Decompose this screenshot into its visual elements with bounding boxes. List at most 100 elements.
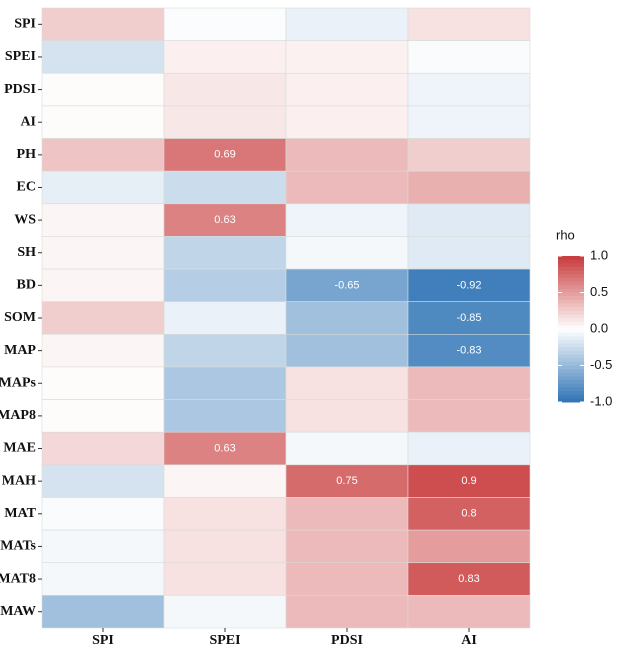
heat-cell bbox=[407, 399, 531, 433]
heat-cell bbox=[285, 203, 409, 237]
legend-title: rho bbox=[556, 227, 575, 242]
colorbar-tick-label: 1.0 bbox=[590, 247, 608, 262]
heat-cell bbox=[163, 268, 287, 302]
heat-cell bbox=[163, 7, 287, 41]
colorbar-segment bbox=[558, 336, 584, 341]
heat-cell bbox=[41, 268, 165, 302]
heat-cell bbox=[407, 268, 531, 302]
heat-cell bbox=[41, 72, 165, 107]
heat-cell bbox=[285, 105, 409, 139]
heat-cell bbox=[163, 105, 287, 139]
heat-cell bbox=[285, 529, 409, 564]
heat-cell bbox=[285, 40, 409, 74]
colorbar-segment bbox=[558, 288, 584, 293]
colorbar-segment bbox=[558, 292, 584, 297]
heat-cell bbox=[407, 72, 531, 107]
heat-cell bbox=[163, 595, 287, 629]
heat-cell bbox=[163, 366, 287, 400]
heat-cell bbox=[285, 268, 409, 302]
colorbar-segment bbox=[558, 303, 584, 308]
heat-cell bbox=[41, 595, 165, 629]
heat-cell bbox=[163, 203, 287, 237]
heat-cell bbox=[41, 464, 165, 498]
y-tick-label: MATs bbox=[0, 539, 36, 554]
heat-cell bbox=[285, 170, 409, 205]
colorbar-tick-label: -0.5 bbox=[590, 357, 612, 372]
x-tick-label: AI bbox=[461, 633, 477, 648]
y-tick-label: MAP8 bbox=[0, 408, 36, 423]
heat-cell bbox=[285, 399, 409, 433]
y-tick-label: PDSI bbox=[4, 82, 36, 97]
colorbar-tick-label: -1.0 bbox=[590, 393, 612, 408]
heat-cell bbox=[163, 562, 287, 596]
y-tick-label: MAE bbox=[3, 441, 36, 456]
heat-cell bbox=[407, 203, 531, 237]
heat-cell bbox=[285, 7, 409, 41]
y-tick-label: EC bbox=[17, 180, 36, 195]
y-tick-label: MAT bbox=[4, 506, 36, 521]
colorbar-segment bbox=[558, 347, 584, 352]
colorbar-segment bbox=[558, 277, 584, 283]
cell-label: -0.83 bbox=[456, 345, 481, 357]
heat-cell bbox=[285, 301, 409, 335]
heat-cell bbox=[41, 366, 165, 400]
heat-cell bbox=[407, 40, 531, 74]
heat-cell bbox=[41, 170, 165, 205]
heat-cell bbox=[285, 366, 409, 400]
colorbar-segment bbox=[558, 394, 584, 399]
heat-cell bbox=[41, 562, 165, 596]
colorbar-segment bbox=[558, 383, 584, 388]
heat-cell bbox=[407, 105, 531, 139]
heat-cell bbox=[407, 529, 531, 564]
heat-cell bbox=[41, 529, 165, 564]
heat-cell bbox=[407, 366, 531, 400]
cell-label: -0.85 bbox=[456, 312, 481, 324]
colorbar-segment bbox=[558, 310, 584, 315]
y-tick-label: MAPs bbox=[0, 375, 37, 390]
heat-cell bbox=[285, 562, 409, 596]
heat-cell bbox=[163, 138, 287, 172]
heat-cell bbox=[41, 301, 165, 335]
colorbar-segment bbox=[558, 343, 584, 348]
colorbar-segment bbox=[558, 307, 584, 312]
heat-cell bbox=[285, 72, 409, 107]
heat-cell bbox=[163, 170, 287, 205]
y-tick-label: SH bbox=[17, 245, 36, 260]
heat-cell bbox=[163, 529, 287, 564]
colorbar-segment bbox=[558, 376, 584, 381]
y-tick-label: MAH bbox=[2, 473, 36, 488]
heat-cell bbox=[41, 334, 165, 368]
heat-cell bbox=[41, 7, 165, 41]
cell-label: 0.75 bbox=[336, 475, 357, 487]
colorbar-segment bbox=[558, 365, 584, 370]
y-tick-label: WS bbox=[14, 212, 36, 227]
heat-cell bbox=[163, 72, 287, 107]
heat-cell bbox=[407, 334, 531, 368]
heat-cell bbox=[41, 236, 165, 270]
heat-cell bbox=[285, 236, 409, 270]
heat-cell bbox=[41, 203, 165, 237]
cell-label: 0.8 bbox=[461, 508, 476, 520]
heat-cell bbox=[407, 236, 531, 270]
colorbar-segment bbox=[558, 361, 584, 366]
y-tick-label: PH bbox=[17, 147, 37, 162]
colorbar-segment bbox=[558, 318, 584, 323]
heat-cell bbox=[163, 497, 287, 531]
heat-cell bbox=[407, 170, 531, 205]
heat-cell bbox=[41, 399, 165, 433]
colorbar-segment bbox=[558, 372, 584, 377]
y-tick-label: AI bbox=[20, 114, 36, 129]
colorbar-segment bbox=[558, 274, 584, 279]
heat-cell bbox=[407, 7, 531, 41]
heat-cell bbox=[407, 301, 531, 335]
heat-cell bbox=[163, 301, 287, 335]
colorbar-segment bbox=[558, 314, 584, 319]
colorbar-segment bbox=[558, 270, 584, 275]
colorbar-segment bbox=[558, 398, 584, 403]
colorbar-segment bbox=[558, 391, 584, 396]
colorbar-segment bbox=[558, 321, 584, 326]
colorbar-segment bbox=[558, 329, 584, 334]
cell-label: -0.65 bbox=[334, 279, 359, 291]
colorbar-segment bbox=[558, 256, 584, 261]
